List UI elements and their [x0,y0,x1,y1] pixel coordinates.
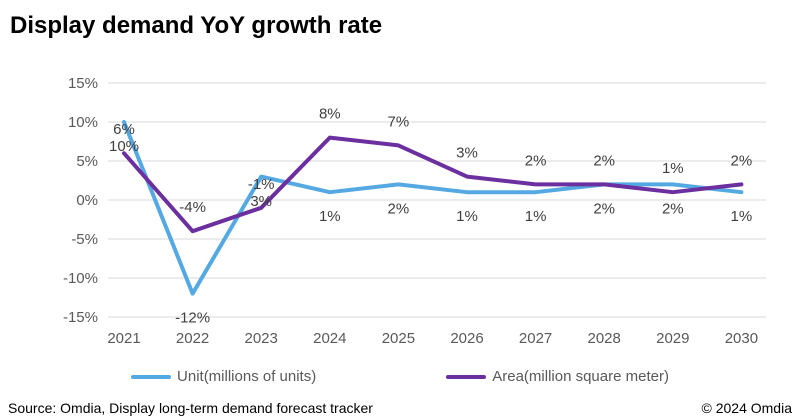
data-label-area: 8% [319,106,341,123]
x-axis-tick-label: 2024 [313,330,346,347]
area-line-swatch-icon [446,374,487,379]
y-axis-tick-label: -5% [71,231,98,248]
data-label-area: 2% [525,152,547,169]
x-axis-tick-label: 2028 [588,330,621,347]
data-label-unit: -12% [175,310,210,327]
chart-legend: Unit(millions of units) Area(million squ… [0,368,800,385]
y-axis-tick-label: 15% [68,75,98,92]
line-chart-plot-area: 15% 10% 5% 0% -5% -10% -15% 2021 2022 2023 2024 202… [63,75,766,347]
data-label-unit: 3% [250,193,272,210]
legend-label-unit: Unit(millions of units) [177,368,317,385]
data-label-unit: 10% [109,138,139,155]
y-axis-tick-label: 10% [68,114,98,131]
x-axis-tick-label: 2027 [519,330,552,347]
data-label-area: 2% [593,152,615,169]
data-label-area: 6% [113,121,135,138]
series-line-unit [122,120,744,296]
unit-line-swatch-icon [131,374,172,379]
x-axis-tick-label: 2026 [450,330,483,347]
x-axis-tick-label: 2029 [656,330,689,347]
chart-title: Display demand YoY growth rate [10,12,383,39]
data-label-area: 2% [731,152,753,169]
x-axis-tick-label: 2022 [176,330,209,347]
legend-label-area: Area(million square meter) [492,368,669,385]
data-label-area: -4% [179,199,206,216]
data-label-unit: 2% [662,200,684,217]
source-note: Source: Omdia, Display long-term demand … [8,400,373,416]
data-label-area: -1% [248,176,275,193]
data-label-unit: 2% [388,200,410,217]
x-axis-tick-label: 2030 [725,330,758,347]
data-label-area: 1% [662,160,684,177]
series-line-area [122,135,744,234]
x-axis-tick-label: 2023 [245,330,278,347]
legend-item-unit: Unit(millions of units) [131,368,316,385]
chart-footer: Source: Omdia, Display long-term demand … [0,400,800,416]
y-axis-tick-label: -10% [63,270,98,287]
data-label-unit: 2% [593,200,615,217]
data-label-area: 3% [456,145,478,162]
y-axis-tick-label: 0% [76,192,98,209]
data-label-unit: 1% [525,208,547,225]
data-label-unit: 1% [731,208,753,225]
y-axis-tick-label: 5% [76,153,98,170]
y-axis-tick-label: -15% [63,309,98,326]
x-axis-tick-label: 2021 [107,330,140,347]
data-label-unit: 1% [456,208,478,225]
x-axis-tick-label: 2025 [382,330,415,347]
data-label-unit: 1% [319,208,341,225]
copyright-note: © 2024 Omdia [701,400,792,416]
legend-item-area: Area(million square meter) [446,368,669,385]
data-label-area: 7% [388,113,410,130]
